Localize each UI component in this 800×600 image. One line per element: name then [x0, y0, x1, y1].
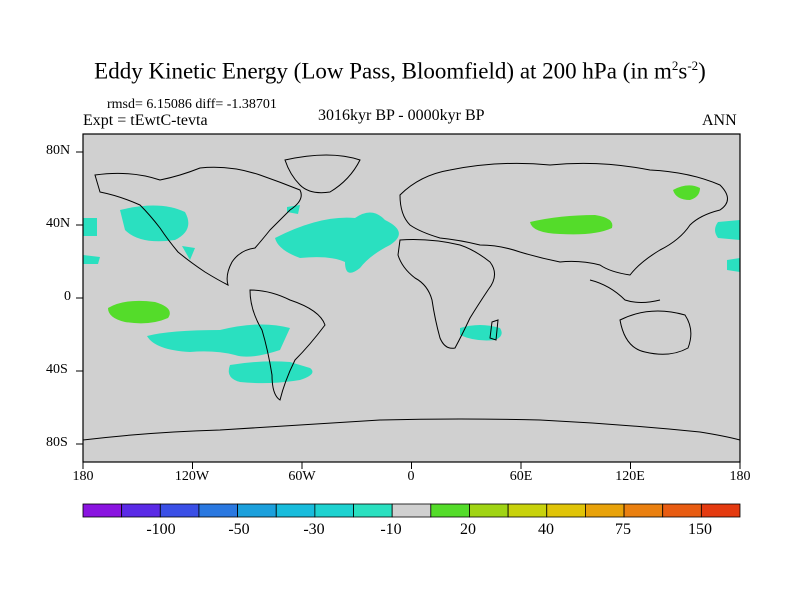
- colorbar-swatch: [585, 503, 625, 518]
- colorbar-swatch: [700, 503, 741, 518]
- patch-newfoundland: [287, 205, 300, 214]
- axis-ticks: [76, 151, 741, 469]
- colorbar-swatch: [507, 503, 548, 518]
- colorbar-label: -50: [228, 521, 250, 538]
- season-label: ANN: [702, 112, 737, 129]
- colorbar-swatch: [314, 503, 354, 518]
- colorbar-label: 20: [460, 521, 476, 538]
- colorbar-swatch: [353, 503, 393, 518]
- patch-north-asia: [673, 185, 700, 200]
- coast-greenland: [284, 154, 361, 194]
- lat-tick-label: 80S: [46, 435, 68, 450]
- patch-east-pacific: [108, 300, 170, 324]
- colorbar-swatch: [237, 503, 277, 518]
- positive-anomaly-patches: [108, 185, 700, 324]
- patch-east-edge: [715, 220, 740, 240]
- patch-central-asia: [530, 215, 613, 235]
- colorbar-label: -30: [303, 521, 325, 538]
- lon-tick-label: 180: [72, 469, 94, 484]
- patch-west-edge-2: [83, 255, 100, 264]
- lat-tick-label: 0: [64, 289, 71, 304]
- coast-madagascar: [489, 319, 499, 341]
- colorbar-label: -100: [146, 521, 176, 538]
- colorbar-swatch: [159, 503, 200, 518]
- colorbar-swatch: [82, 503, 123, 518]
- coast-antarctica: [82, 418, 741, 441]
- colorbar-label: 40: [538, 521, 554, 538]
- coast-se-asia: [589, 279, 661, 303]
- lon-tick-label: 180: [729, 469, 751, 484]
- coast-south-america: [249, 289, 326, 401]
- patch-east-edge-2: [727, 258, 740, 272]
- coast-australia: [619, 310, 692, 355]
- lon-tick-label: 120W: [174, 469, 210, 484]
- lat-tick-label: 40N: [46, 216, 71, 231]
- patch-north-atlantic: [275, 212, 399, 273]
- colorbar-swatch: [198, 503, 238, 518]
- colorbar-label: -10: [380, 521, 402, 538]
- colorbar-label: 150: [688, 521, 712, 538]
- coast-north-america: [94, 166, 302, 286]
- colorbar-swatch: [546, 503, 586, 518]
- lat-tick-label: 40S: [46, 362, 68, 377]
- colorbar-swatch: [121, 503, 161, 518]
- map-land-background: [83, 134, 740, 462]
- colorbar: [82, 503, 741, 518]
- coast-eurasia: [399, 162, 728, 276]
- negative-anomaly-patches: [83, 205, 740, 384]
- coast-africa: [397, 239, 495, 349]
- plot-title: Eddy Kinetic Energy (Low Pass, Bloomfiel…: [94, 58, 706, 84]
- coastlines: [82, 154, 741, 441]
- colorbar-label: 75: [615, 521, 631, 538]
- colorbar-swatch: [391, 503, 432, 518]
- lon-tick-label: 60W: [288, 469, 316, 484]
- stats-text: rmsd= 6.15086 diff= -1.38701: [107, 97, 277, 112]
- colorbar-swatch: [469, 503, 509, 518]
- colorbar-swatch: [662, 503, 702, 518]
- lon-tick-label: 120E: [615, 469, 645, 484]
- lat-tick-label: 80N: [46, 143, 71, 158]
- patch-west-edge: [83, 218, 97, 236]
- colorbar-swatch: [623, 503, 664, 518]
- patch-us-east: [182, 246, 195, 260]
- lon-tick-label: 60E: [509, 469, 533, 484]
- patch-north-pacific: [120, 205, 189, 242]
- patch-south-pacific: [147, 324, 290, 357]
- experiment-label: Expt = tEwtC-tevta: [83, 112, 208, 129]
- lon-tick-label: 0: [407, 469, 415, 484]
- colorbar-swatch: [275, 503, 316, 518]
- colorbar-swatch: [430, 503, 470, 518]
- period-label: 3016kyr BP - 0000kyr BP: [318, 107, 485, 124]
